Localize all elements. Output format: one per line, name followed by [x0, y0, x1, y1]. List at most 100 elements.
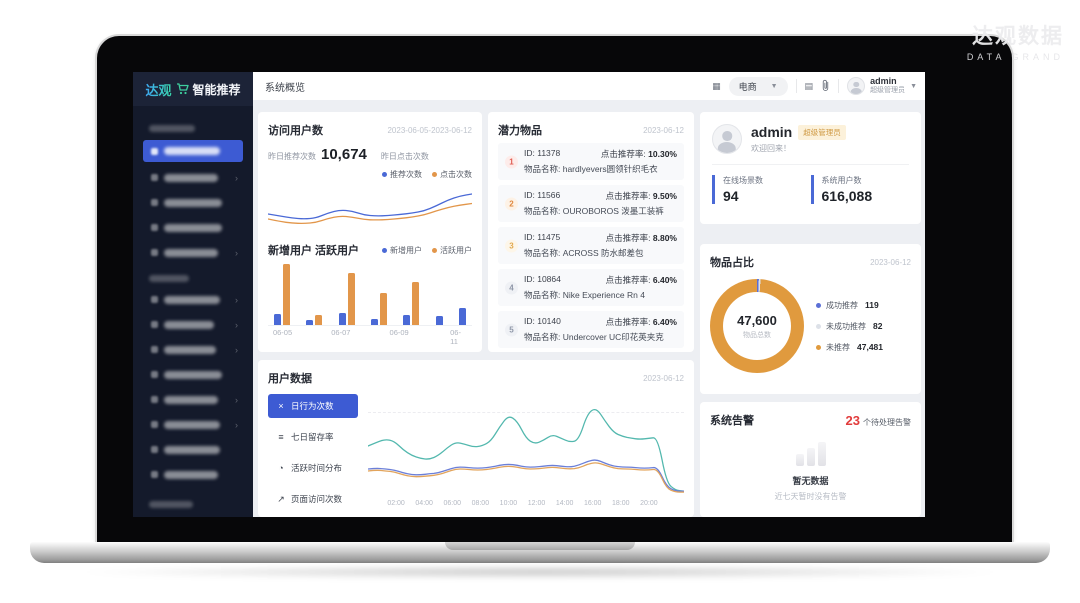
list-item[interactable]: 5 ID: 10140 点击推荐率: 6.40% 物品名称: Undercover U…: [498, 311, 684, 348]
topbar-actions: ▦ 电商 ▼ ▤ admin 超级管理员: [712, 72, 917, 100]
chevron-right-icon: ›: [235, 344, 238, 355]
bar: [315, 314, 323, 325]
alerts-card-title: 系统告警: [710, 415, 754, 427]
alerts-count-number: 23: [845, 412, 860, 428]
visits-card-title: 访问用户数: [268, 125, 323, 137]
chevron-right-icon: ›: [235, 419, 238, 430]
userdata-tab-inactive[interactable]: ↗ 页面访问次数: [268, 487, 358, 511]
stat-value: 94: [723, 188, 739, 204]
axis-tick: 06:00: [443, 500, 462, 507]
axis-tick: 06-09: [389, 328, 409, 337]
userdata-card-title: 用户数据: [268, 373, 312, 385]
visits-date-range: 2023-06-05-2023-06-12: [387, 125, 472, 135]
item-name: 物品名称: ACROSS 防水邮差包: [524, 248, 644, 258]
sidebar-section-label: [149, 270, 253, 286]
axis-tick: 16:00: [583, 500, 602, 507]
tab-label: 页面访问次数: [291, 494, 343, 504]
rank-badge: 5: [505, 323, 518, 336]
legend-value: 82: [873, 321, 883, 331]
sidebar-item[interactable]: ›: [143, 288, 243, 311]
tab-label: 活跃时间分布: [291, 463, 343, 473]
userdata-tab-inactive[interactable]: ≡ 七日留存率: [268, 425, 358, 449]
item-click-rate: 点击推荐率: 8.80%: [605, 233, 677, 243]
legend-dot: [816, 344, 821, 350]
legend-dot: [382, 247, 387, 253]
item-id: ID: 11378: [524, 148, 561, 158]
legend-dot: [432, 247, 437, 253]
axis-tick: 06-07: [331, 328, 351, 337]
laptop-screen: 达观 智能推荐 系统概览 ▦ 电商 ▼ ▤: [97, 36, 1012, 542]
axis-tick: 12:00: [527, 500, 546, 507]
user-menu[interactable]: admin 超级管理员 ▼: [847, 76, 917, 95]
rank-badge: 3: [505, 239, 518, 252]
donut-total-value: 47,600: [737, 312, 777, 328]
axis-tick: 04:00: [415, 500, 433, 507]
user-data-card: 用户数据 2023-06-12 × 日行为次数 ≡ 七日留存率 ◔ 活跃时间分布 ↗ 页面访问…: [258, 360, 694, 517]
sidebar-item[interactable]: [143, 463, 243, 486]
divider: [712, 164, 909, 165]
newusers-axis-ticks: 06-05 06-07 06-09 06-11: [268, 326, 472, 346]
laptop-base: [30, 542, 1050, 563]
axis-tick: 06-11: [450, 328, 461, 346]
potential-date: 2023-06-12: [643, 125, 684, 135]
sidebar-item[interactable]: ›: [143, 241, 243, 264]
axis-tick: 18:00: [612, 500, 630, 507]
sidebar-item[interactable]: ›: [143, 166, 243, 189]
chevron-right-icon: ›: [235, 172, 238, 183]
chevron-down-icon: ▼: [910, 82, 917, 90]
rank-badge: 4: [505, 281, 518, 294]
user-name: admin: [870, 76, 897, 87]
laptop-notch: [445, 542, 635, 550]
sidebar-item[interactable]: ›: [143, 313, 243, 336]
document-icon[interactable]: ▤: [804, 80, 814, 91]
bar: [412, 282, 420, 325]
sidebar-item[interactable]: [143, 216, 243, 239]
list-item[interactable]: 3 ID: 11475 点击推荐率: 8.80% 物品名称: ACROSS 防水邮差包: [498, 227, 684, 264]
cart-icon: [176, 83, 189, 95]
item-name: 物品名称: Nike Experience Rn 4: [524, 290, 645, 300]
alerts-empty-state: 暂无数据 近七天暂时没有告警: [710, 442, 911, 502]
chevron-right-icon: ›: [235, 319, 238, 330]
ratio-date: 2023-06-12: [870, 257, 911, 267]
bar-group: [306, 264, 323, 325]
paperclip-icon[interactable]: [821, 79, 830, 94]
sidebar-item[interactable]: [143, 191, 243, 214]
tab-label: 七日留存率: [291, 432, 334, 442]
bar-group: [435, 264, 443, 325]
empty-desc: 近七天暂时没有告警: [774, 492, 847, 501]
divider: [838, 79, 840, 93]
item-name: 物品名称: Undercover UC印花英夹克: [524, 332, 664, 342]
newusers-title: 新增用户 活跃用户: [268, 245, 360, 257]
bar-group: [338, 264, 355, 325]
sidebar-item[interactable]: ›: [143, 388, 243, 411]
item-id: ID: 10140: [524, 316, 561, 326]
gridline: [368, 412, 684, 413]
list-item[interactable]: 4 ID: 10864 点击推荐率: 6.40% 物品名称: Nike Experie…: [498, 269, 684, 306]
sidebar-item[interactable]: [143, 438, 243, 461]
yesterday-click-label: 昨日点击次数: [380, 152, 429, 161]
list-item[interactable]: 1 ID: 11378 点击推荐率: 10.30% 物品名称: hardlyevers…: [498, 143, 684, 180]
sidebar-item[interactable]: ›: [143, 413, 243, 436]
sidebar-item-active[interactable]: [143, 140, 243, 162]
empty-bars-icon: [795, 442, 826, 466]
legend-label: 未推荐: [826, 342, 850, 352]
userdata-tab-inactive[interactable]: ◔ 活跃时间分布: [268, 456, 358, 480]
scene-dropdown-value: 电商: [738, 81, 757, 92]
list-item[interactable]: 2 ID: 11566 点击推荐率: 9.50% 物品名称: OUROBOROS 泼墨…: [498, 185, 684, 222]
bar: [435, 315, 443, 325]
legend-label: 点击次数: [440, 170, 472, 179]
potential-items-card: 潜力物品 2023-06-12 1 ID: 11378 点击推荐率: 10.30% 物…: [488, 112, 694, 352]
chevron-right-icon: ›: [235, 394, 238, 405]
sidebar-item[interactable]: [143, 363, 243, 386]
sidebar-item[interactable]: ›: [143, 338, 243, 361]
visits-line-chart: [267, 182, 473, 238]
scene-dropdown[interactable]: 电商 ▼: [728, 76, 788, 96]
userdata-tab-active[interactable]: × 日行为次数: [268, 394, 358, 418]
stat-label: 在线场景数: [723, 176, 763, 185]
main-content: 访问用户数 2023-06-05-2023-06-12 昨日推荐次数 10,67…: [253, 100, 925, 517]
axis-tick: 02:00: [387, 500, 405, 507]
grid-icon[interactable]: ▦: [712, 80, 721, 91]
potential-items-list: 1 ID: 11378 点击推荐率: 10.30% 物品名称: hardlyevers…: [498, 143, 684, 348]
axis-tick: 06-05: [272, 328, 293, 337]
